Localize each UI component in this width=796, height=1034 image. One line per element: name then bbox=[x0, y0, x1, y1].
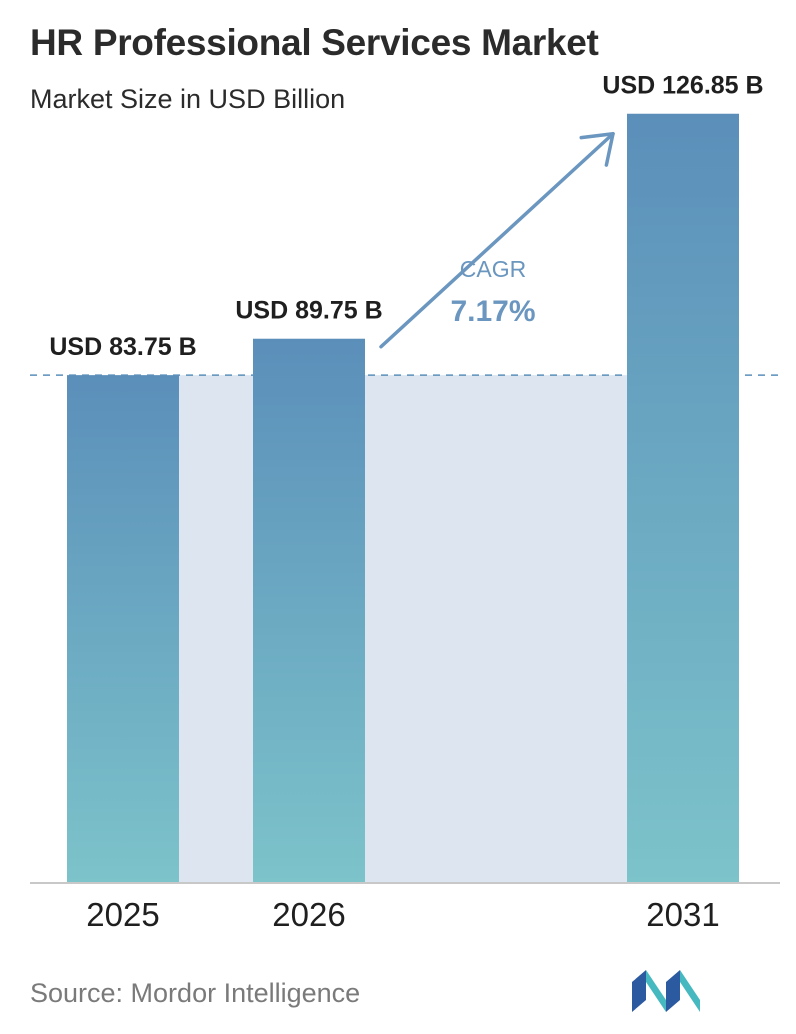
cagr-arrow-head bbox=[579, 131, 615, 167]
gap-band bbox=[365, 375, 627, 883]
source-note: Source: Mordor Intelligence bbox=[30, 978, 361, 1008]
gap-band bbox=[179, 375, 253, 883]
cagr-arrow-shaft bbox=[379, 131, 615, 349]
bar-2031 bbox=[627, 113, 739, 883]
x-tick-label-2031: 2031 bbox=[646, 896, 719, 933]
cagr-arrow-icon bbox=[379, 131, 615, 349]
bar-2026 bbox=[253, 338, 365, 883]
x-tick-label-2026: 2026 bbox=[272, 896, 345, 933]
data-label-2025: USD 83.75 B bbox=[49, 333, 196, 361]
data-label-2026: USD 89.75 B bbox=[235, 297, 382, 325]
cagr-value: 7.17% bbox=[450, 295, 535, 328]
chart-subtitle: Market Size in USD Billion bbox=[30, 84, 346, 114]
x-tick-label-2025: 2025 bbox=[86, 896, 159, 933]
bar-2025 bbox=[67, 375, 179, 883]
data-label-2031: USD 126.85 B bbox=[602, 72, 763, 100]
cagr-label: CAGR bbox=[460, 256, 526, 282]
mordor-intelligence-logo-icon bbox=[632, 970, 700, 1012]
chart-title: HR Professional Services Market bbox=[30, 22, 599, 63]
